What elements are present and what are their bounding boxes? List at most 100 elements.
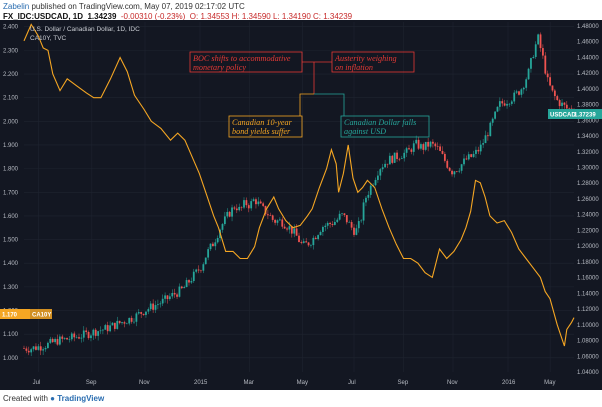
candle-body — [44, 348, 47, 350]
candle-body — [341, 213, 343, 214]
candle-body — [405, 148, 408, 153]
candle-body — [331, 224, 334, 225]
candle-body — [66, 337, 68, 340]
candle-body — [556, 96, 559, 101]
candle-body — [204, 257, 207, 265]
candle-body — [465, 158, 468, 160]
x-tick-label: 2016 — [502, 380, 516, 386]
candle-body — [68, 339, 71, 340]
candle-body — [252, 199, 255, 202]
candle-body — [223, 216, 226, 225]
right-tick-label: 1.20000 — [577, 244, 599, 250]
candle-body — [281, 219, 284, 227]
annotation-bond-line2: bond yields suffer — [232, 127, 291, 136]
candle-body — [42, 349, 45, 351]
left-tick-label: 1.300 — [3, 285, 19, 291]
candle-body — [482, 143, 485, 145]
candle-body — [439, 146, 441, 151]
x-tick-label: Sep — [86, 380, 97, 386]
candle-body — [424, 141, 427, 150]
right-tick-label: 1.48000 — [577, 24, 599, 30]
candle-body — [479, 144, 482, 152]
candle-body — [226, 211, 229, 217]
candle-body — [336, 219, 339, 222]
candle-body — [329, 222, 331, 225]
left-tick-label: 1.800 — [3, 167, 19, 173]
candle-body — [197, 269, 200, 271]
candle-body — [353, 227, 355, 235]
right-tick-label: 1.08000 — [577, 339, 599, 345]
right-tick-label: 1.22000 — [577, 228, 599, 234]
candle-body — [221, 224, 224, 230]
candle-body — [80, 337, 83, 339]
candle-body — [367, 194, 370, 198]
candle-body — [432, 141, 434, 144]
candle-body — [307, 242, 310, 246]
candle-body — [343, 213, 346, 216]
candle-body — [145, 311, 147, 315]
candle-body — [386, 163, 389, 165]
candle-body — [350, 222, 353, 228]
candle-body — [487, 135, 489, 137]
candle-body — [312, 237, 315, 246]
candle-body — [475, 149, 477, 154]
candle-body — [494, 111, 496, 119]
candle-body — [417, 139, 420, 149]
left-tick-label: 2.300 — [3, 48, 19, 54]
candle-body — [231, 207, 233, 217]
symbol-change: -0.00310 (-0.23%) — [120, 12, 186, 21]
right-tick-label: 1.46000 — [577, 40, 599, 46]
candle-body — [365, 197, 367, 203]
candle-body — [209, 243, 212, 250]
left-tick-label: 1.900 — [3, 143, 19, 149]
candle-body — [228, 211, 231, 217]
candle-body — [463, 158, 465, 165]
candle-body — [75, 337, 78, 338]
candle-body — [130, 317, 133, 322]
candle-body — [477, 149, 480, 152]
right-tick-label: 1.04000 — [577, 370, 599, 376]
candle-body — [180, 286, 183, 289]
candle-body — [403, 152, 406, 159]
candle-body — [393, 152, 396, 163]
left-tick-label: 2.400 — [3, 25, 19, 31]
candle-body — [247, 205, 250, 209]
candle-body — [377, 175, 379, 180]
candle-body — [542, 48, 544, 56]
annotation-austerity-line1: Austerity weighing — [334, 54, 397, 63]
candle-body — [135, 313, 138, 322]
symbol-ohlc: O: 1.34553 H: 1.34590 L: 1.34190 C: 1.34… — [189, 12, 353, 21]
candle-body — [396, 152, 398, 159]
candle-body — [451, 170, 453, 175]
candle-body — [388, 155, 391, 165]
chart-title: U.S. Dollar / Canadian Dollar, 1D, IDC — [30, 26, 140, 33]
candle-body — [39, 346, 42, 351]
candle-body — [501, 101, 504, 104]
candle-body — [125, 323, 128, 325]
candle-body — [539, 34, 542, 49]
candle-body — [109, 325, 111, 332]
candle-body — [178, 286, 181, 297]
candle-body — [161, 298, 164, 304]
right-tick-label: 1.30000 — [577, 166, 599, 172]
candle-body — [63, 337, 66, 339]
candle-body — [338, 213, 341, 220]
candle-body — [190, 281, 193, 283]
candle-body — [188, 280, 190, 283]
author-link[interactable]: Zabelin — [3, 2, 30, 11]
candle-body — [443, 153, 446, 161]
footer-brand[interactable]: TradingView — [57, 394, 105, 403]
left-tick-label: 1.600 — [3, 214, 19, 220]
candle-body — [250, 201, 253, 209]
candle-body — [111, 322, 114, 326]
candle-body — [362, 202, 365, 221]
candle-body — [243, 200, 245, 208]
candle-body — [94, 329, 97, 336]
candle-body — [348, 222, 351, 223]
candle-body — [498, 101, 501, 107]
symbol-info: FX_IDC:USDCAD, 1D 1.34239 -0.00310 (-0.2… — [3, 12, 352, 21]
x-tick-label: Mar — [244, 380, 254, 386]
candle-body — [532, 56, 535, 59]
candle-body — [460, 164, 463, 171]
